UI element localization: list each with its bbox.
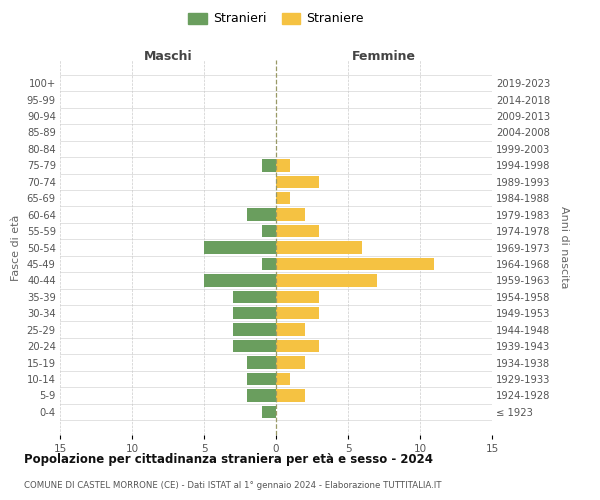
Bar xyxy=(276,324,305,336)
Bar xyxy=(262,258,276,270)
Bar xyxy=(233,340,276,352)
Bar xyxy=(276,208,305,221)
Bar xyxy=(276,389,305,402)
Bar xyxy=(262,159,276,172)
Bar xyxy=(276,373,290,385)
Bar xyxy=(233,290,276,303)
Y-axis label: Fasce di età: Fasce di età xyxy=(11,214,21,280)
Bar xyxy=(276,340,319,352)
Bar xyxy=(276,225,319,237)
Bar xyxy=(233,324,276,336)
Text: COMUNE DI CASTEL MORRONE (CE) - Dati ISTAT al 1° gennaio 2024 - Elaborazione TUT: COMUNE DI CASTEL MORRONE (CE) - Dati IST… xyxy=(24,480,442,490)
Bar xyxy=(262,225,276,237)
Bar xyxy=(262,406,276,418)
Bar xyxy=(276,258,434,270)
Y-axis label: Anni di nascita: Anni di nascita xyxy=(559,206,569,289)
Bar xyxy=(276,290,319,303)
Text: Maschi: Maschi xyxy=(143,50,193,64)
Text: Popolazione per cittadinanza straniera per età e sesso - 2024: Popolazione per cittadinanza straniera p… xyxy=(24,452,433,466)
Bar xyxy=(276,192,290,204)
Bar xyxy=(276,176,319,188)
Bar xyxy=(233,307,276,320)
Legend: Stranieri, Straniere: Stranieri, Straniere xyxy=(184,8,368,29)
Bar xyxy=(247,208,276,221)
Bar xyxy=(276,307,319,320)
Bar xyxy=(204,274,276,286)
Bar xyxy=(276,242,362,254)
Bar xyxy=(276,356,305,368)
Bar xyxy=(247,356,276,368)
Bar xyxy=(247,373,276,385)
Bar xyxy=(204,242,276,254)
Text: Femmine: Femmine xyxy=(352,50,416,64)
Bar xyxy=(247,389,276,402)
Bar xyxy=(276,159,290,172)
Bar xyxy=(276,274,377,286)
